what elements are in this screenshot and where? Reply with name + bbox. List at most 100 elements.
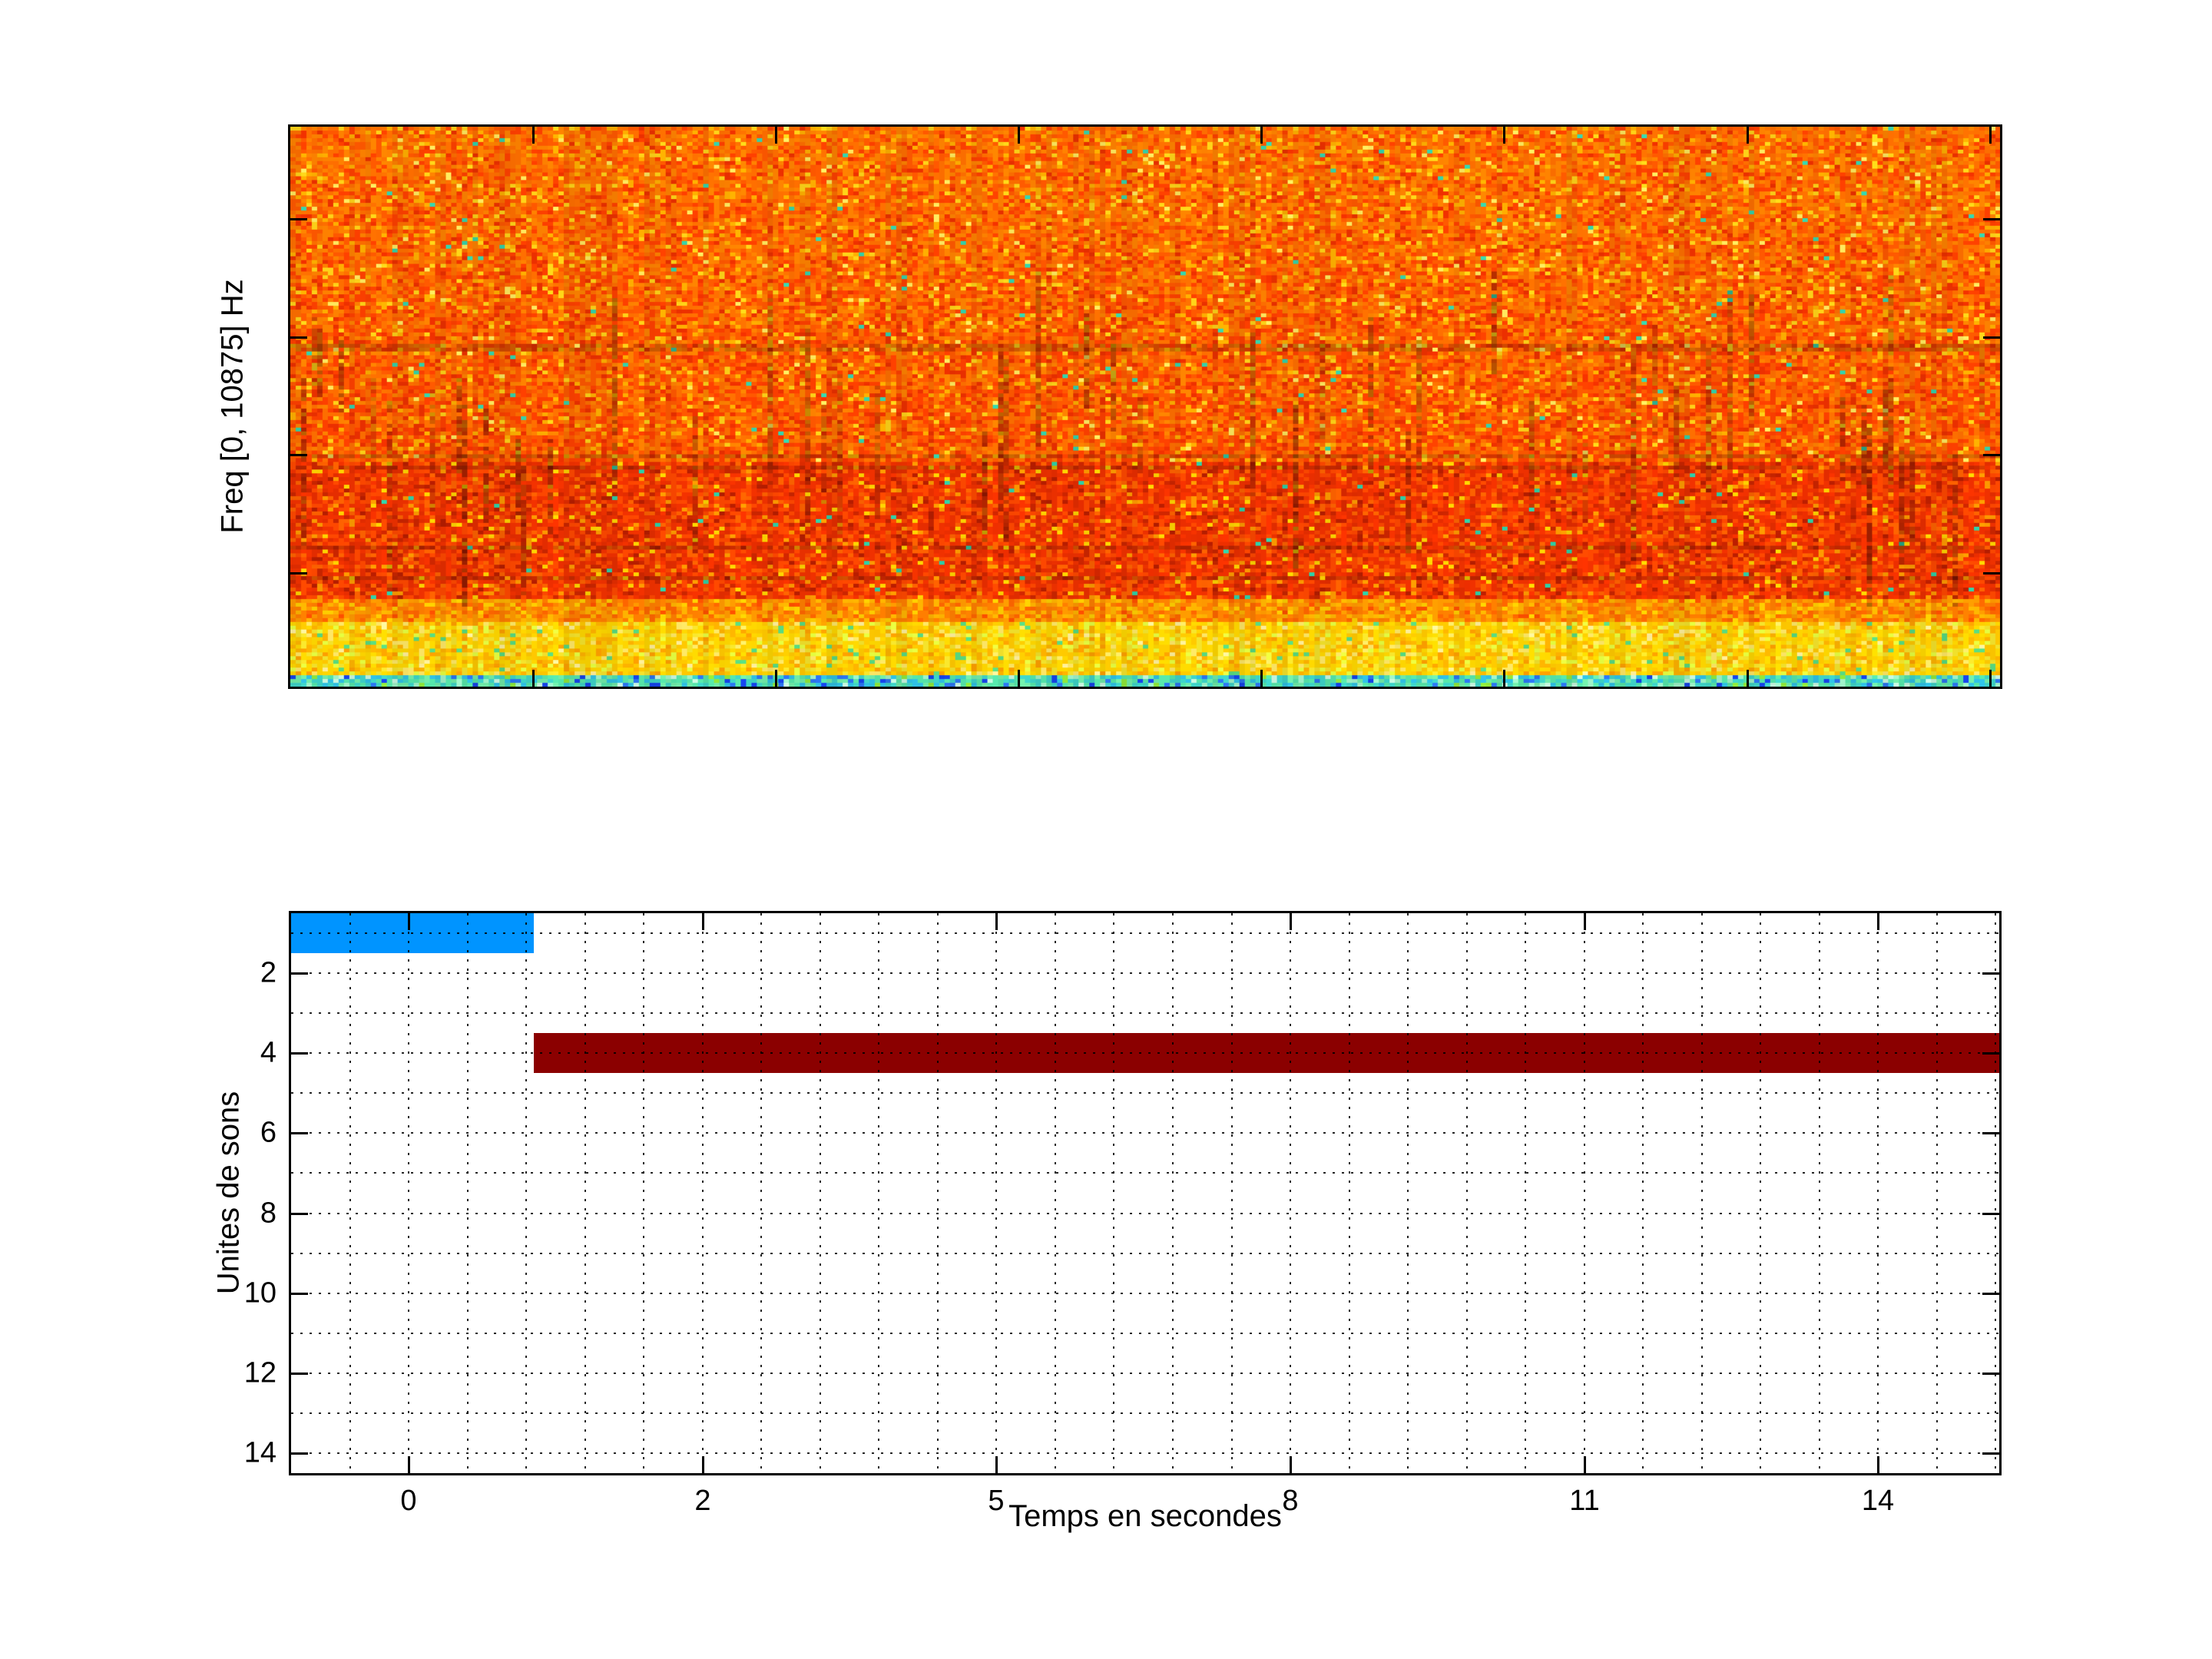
timeline-ytick-right xyxy=(1982,1452,1999,1455)
spectrogram-xtick-bottom xyxy=(532,670,535,687)
spectrogram-xtick-bottom xyxy=(1747,670,1749,687)
gridline-x-minor xyxy=(1407,913,1409,1473)
gridline-y-major xyxy=(291,1292,1999,1294)
timeline-xtick-bottom xyxy=(408,1456,410,1473)
spectrogram-xtick-top xyxy=(532,127,535,144)
timeline-ytick-left xyxy=(291,1132,308,1134)
gridline-y-minor xyxy=(291,1092,1999,1094)
spectrogram-xtick-top xyxy=(1747,127,1749,144)
timeline-xtick-top xyxy=(1290,913,1292,930)
timeline-ytick-right xyxy=(1982,1293,1999,1295)
spectrogram-xtick-top xyxy=(1018,127,1020,144)
timeline-ytick-left xyxy=(291,972,308,975)
gridline-x-minor xyxy=(819,913,821,1473)
timeline-xtick-label: 11 xyxy=(1569,1485,1600,1517)
gridline-x-major xyxy=(1583,913,1585,1473)
spectrogram-ytick-left xyxy=(290,572,307,575)
spectrogram-plot xyxy=(288,124,2002,689)
timeline-xtick-label: 8 xyxy=(1282,1485,1299,1517)
timeline-xtick-top xyxy=(702,913,704,930)
timeline-xlabel: Temps en secondes xyxy=(1008,1499,1282,1533)
timeline-ytick-left xyxy=(291,1452,308,1455)
gridline-x-major xyxy=(1877,913,1879,1473)
spectrogram-xtick-top xyxy=(1260,127,1263,144)
gridline-x-minor xyxy=(1054,913,1056,1473)
spectrogram-ytick-left xyxy=(290,454,307,456)
timeline-ytick-label: 8 xyxy=(260,1197,276,1230)
timeline-ytick-label: 6 xyxy=(260,1116,276,1149)
spectrogram-ylabel: Freq [0, 10875] Hz xyxy=(215,279,250,534)
gridline-x-minor xyxy=(760,913,763,1473)
spectrogram-ytick-right xyxy=(1983,572,2000,575)
timeline-ytick-right xyxy=(1982,1373,1999,1375)
gridline-x-minor xyxy=(584,913,586,1473)
timeline-ytick-left xyxy=(291,1373,308,1375)
timeline-plot xyxy=(289,911,2002,1475)
timeline-ytick-left xyxy=(291,1052,308,1055)
gridline-x-minor xyxy=(525,913,528,1473)
timeline-xtick-label: 5 xyxy=(988,1485,1005,1517)
gridline-x-major xyxy=(995,913,998,1473)
timeline-ytick-right xyxy=(1982,972,1999,975)
gridline-y-minor xyxy=(291,1012,1999,1015)
gridline-x-minor xyxy=(1230,913,1233,1473)
spectrogram-image xyxy=(290,127,2000,687)
timeline-xtick-label: 0 xyxy=(400,1485,417,1517)
gridline-y-minor xyxy=(291,1252,1999,1254)
timeline-ytick-right xyxy=(1982,1213,1999,1215)
gridline-x-minor xyxy=(1700,913,1703,1473)
timeline-xtick-label: 14 xyxy=(1861,1485,1895,1517)
timeline-ytick-right xyxy=(1982,1132,1999,1134)
gridline-x-major xyxy=(408,913,410,1473)
gridline-y-major xyxy=(291,1452,1999,1454)
timeline-xtick-label: 2 xyxy=(694,1485,711,1517)
gridline-x-minor xyxy=(1760,913,1762,1473)
timeline-xtick-top xyxy=(1584,913,1586,930)
spectrogram-xtick-bottom xyxy=(1503,670,1505,687)
gridline-x-minor xyxy=(936,913,939,1473)
gridline-y-major xyxy=(291,1212,1999,1214)
gridline-x-minor xyxy=(1818,913,1820,1473)
spectrogram-xtick-top xyxy=(1989,127,1992,144)
gridline-x-minor xyxy=(1525,913,1527,1473)
spectrogram-xtick-bottom xyxy=(1018,670,1020,687)
timeline-xtick-bottom xyxy=(1290,1456,1292,1473)
timeline-ytick-right xyxy=(1982,1052,1999,1055)
gridline-y-minor xyxy=(291,1172,1999,1174)
timeline-ytick-left xyxy=(291,1293,308,1295)
timeline-xtick-top xyxy=(1877,913,1879,930)
gridline-y-major xyxy=(291,972,1999,975)
gridline-x-minor xyxy=(1348,913,1350,1473)
timeline-ytick-label: 14 xyxy=(243,1436,276,1469)
timeline-xtick-bottom xyxy=(1584,1456,1586,1473)
gridline-x-minor xyxy=(1113,913,1115,1473)
gridline-y-major xyxy=(291,1132,1999,1134)
spectrogram-ytick-right xyxy=(1983,454,2000,456)
gridline-x-minor xyxy=(643,913,645,1473)
gridline-x-minor xyxy=(1171,913,1174,1473)
gridline-x-minor xyxy=(1642,913,1644,1473)
gridline-x-minor xyxy=(878,913,880,1473)
timeline-xtick-top xyxy=(408,913,410,930)
timeline-ytick-label: 2 xyxy=(260,956,276,989)
timeline-ytick-label: 4 xyxy=(260,1036,276,1069)
gridline-x-minor xyxy=(1995,913,1997,1473)
timeline-ytick-label: 12 xyxy=(243,1356,276,1389)
gridline-x-major xyxy=(1290,913,1292,1473)
timeline-xtick-bottom xyxy=(995,1456,998,1473)
spectrogram-xtick-bottom xyxy=(1989,670,1992,687)
spectrogram-ytick-left xyxy=(290,218,307,220)
gridline-y-minor xyxy=(291,932,1999,935)
timeline-ytick-label: 10 xyxy=(243,1277,276,1310)
timeline-xtick-bottom xyxy=(702,1456,704,1473)
spectrogram-xtick-top xyxy=(1503,127,1505,144)
spectrogram-ytick-right xyxy=(1983,218,2000,220)
gridline-y-major xyxy=(291,1052,1999,1055)
gridline-y-minor xyxy=(291,1332,1999,1334)
timeline-xtick-bottom xyxy=(1877,1456,1879,1473)
timeline-xtick-top xyxy=(995,913,998,930)
gridline-y-major xyxy=(291,1372,1999,1374)
timeline-ytick-left xyxy=(291,1213,308,1215)
gridline-x-minor xyxy=(466,913,469,1473)
